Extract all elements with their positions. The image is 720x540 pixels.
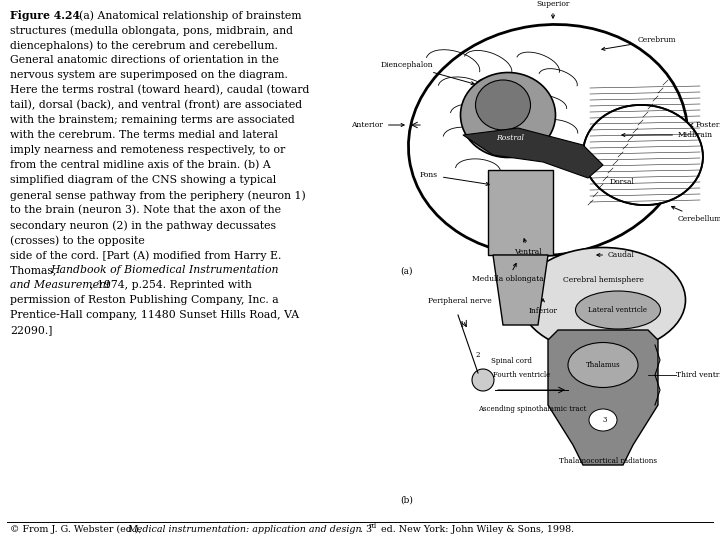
Polygon shape bbox=[493, 255, 548, 325]
Text: Spinal cord: Spinal cord bbox=[491, 357, 532, 365]
Text: nervous system are superimposed on the diagram.: nervous system are superimposed on the d… bbox=[10, 70, 288, 80]
Text: Cerebellum: Cerebellum bbox=[672, 206, 720, 223]
Text: Fourth ventricle: Fourth ventricle bbox=[493, 371, 550, 379]
Text: tail), dorsal (back), and ventral (front) are associated: tail), dorsal (back), and ventral (front… bbox=[10, 100, 302, 110]
Text: Ascending spinothalamic tract: Ascending spinothalamic tract bbox=[478, 405, 586, 413]
Text: with the brainstem; remaining terms are associated: with the brainstem; remaining terms are … bbox=[10, 115, 294, 125]
Text: Peripheral nerve: Peripheral nerve bbox=[428, 297, 492, 305]
Text: Lateral ventricle: Lateral ventricle bbox=[588, 306, 647, 314]
Text: side of the cord. [Part (A) modified from Harry E.: side of the cord. [Part (A) modified fro… bbox=[10, 250, 282, 261]
Text: . 3: . 3 bbox=[360, 525, 372, 534]
Text: imply nearness and remoteness respectively, to or: imply nearness and remoteness respective… bbox=[10, 145, 285, 155]
Text: Cerebral hemisphere: Cerebral hemisphere bbox=[562, 276, 644, 284]
Polygon shape bbox=[548, 330, 658, 465]
Text: simplified diagram of the CNS showing a typical: simplified diagram of the CNS showing a … bbox=[10, 175, 276, 185]
Text: Third ventricle: Third ventricle bbox=[676, 371, 720, 379]
Text: Rostral: Rostral bbox=[496, 134, 524, 142]
Text: Cerebrum: Cerebrum bbox=[602, 36, 677, 50]
Text: General anatomic directions of orientation in the: General anatomic directions of orientati… bbox=[10, 55, 279, 65]
Ellipse shape bbox=[589, 409, 617, 431]
Text: Superior: Superior bbox=[536, 0, 570, 18]
Ellipse shape bbox=[521, 247, 685, 353]
Text: rd: rd bbox=[369, 522, 377, 530]
Text: Inferior: Inferior bbox=[528, 299, 557, 315]
Text: Medical instrumentation: application and design: Medical instrumentation: application and… bbox=[127, 525, 361, 534]
Ellipse shape bbox=[568, 342, 638, 388]
Text: Prentice-Hall company, 11480 Sunset Hills Road, VA: Prentice-Hall company, 11480 Sunset Hill… bbox=[10, 310, 299, 320]
Text: Posterior: Posterior bbox=[690, 121, 720, 129]
Text: Here the terms rostral (toward heard), caudal (toward: Here the terms rostral (toward heard), c… bbox=[10, 85, 310, 96]
Text: Thomas,: Thomas, bbox=[10, 265, 60, 275]
Text: permission of Reston Publishing Company, Inc. a: permission of Reston Publishing Company,… bbox=[10, 295, 279, 305]
Text: Diencephalon: Diencephalon bbox=[380, 61, 474, 85]
Text: Midbrain: Midbrain bbox=[622, 131, 713, 139]
Text: secondary neuron (2) in the pathway decussates: secondary neuron (2) in the pathway decu… bbox=[10, 220, 276, 231]
Ellipse shape bbox=[408, 24, 688, 255]
Text: 22090.]: 22090.] bbox=[10, 325, 53, 335]
Text: (a) Anatomical relationship of brainstem: (a) Anatomical relationship of brainstem bbox=[72, 10, 302, 21]
Ellipse shape bbox=[461, 72, 556, 158]
Text: Ventral: Ventral bbox=[514, 239, 542, 256]
Polygon shape bbox=[488, 170, 553, 255]
Text: Pons: Pons bbox=[420, 171, 489, 185]
Text: , 1974, p.254. Reprinted with: , 1974, p.254. Reprinted with bbox=[90, 280, 252, 290]
Text: (crosses) to the opposite: (crosses) to the opposite bbox=[10, 235, 145, 246]
Text: Dorsal: Dorsal bbox=[610, 178, 635, 186]
Text: Thalamocortical radiations: Thalamocortical radiations bbox=[559, 457, 657, 465]
Text: to the brain (neuron 3). Note that the axon of the: to the brain (neuron 3). Note that the a… bbox=[10, 205, 281, 215]
Text: structures (medulla oblongata, pons, midbrain, and: structures (medulla oblongata, pons, mid… bbox=[10, 25, 293, 36]
Ellipse shape bbox=[583, 105, 703, 205]
Text: ed. New York: John Wiley & Sons, 1998.: ed. New York: John Wiley & Sons, 1998. bbox=[378, 525, 574, 534]
Text: from the central midline axis of the brain. (b) A: from the central midline axis of the bra… bbox=[10, 160, 271, 170]
Text: general sense pathway from the periphery (neuron 1): general sense pathway from the periphery… bbox=[10, 190, 306, 200]
Text: Figure 4.24: Figure 4.24 bbox=[10, 10, 80, 21]
Text: © From J. G. Webster (ed.),: © From J. G. Webster (ed.), bbox=[10, 525, 145, 534]
Text: and Measurement: and Measurement bbox=[10, 280, 110, 290]
Text: Caudal: Caudal bbox=[597, 251, 635, 259]
Polygon shape bbox=[463, 128, 603, 178]
Text: Handbook of Biomedical Instrumentation: Handbook of Biomedical Instrumentation bbox=[50, 265, 279, 275]
Text: 2: 2 bbox=[476, 351, 480, 359]
Text: Medulla oblongata: Medulla oblongata bbox=[472, 264, 544, 283]
Ellipse shape bbox=[475, 80, 531, 130]
Text: (b): (b) bbox=[400, 496, 413, 505]
Ellipse shape bbox=[575, 291, 660, 329]
Text: (a): (a) bbox=[400, 267, 413, 276]
Text: 3: 3 bbox=[603, 416, 607, 424]
Text: 1: 1 bbox=[459, 321, 463, 329]
Text: diencephalons) to the cerebrum and cerebellum.: diencephalons) to the cerebrum and cereb… bbox=[10, 40, 278, 51]
Text: with the cerebrum. The terms medial and lateral: with the cerebrum. The terms medial and … bbox=[10, 130, 278, 140]
Ellipse shape bbox=[472, 369, 494, 391]
Text: Anterior: Anterior bbox=[351, 121, 404, 129]
Text: Thalamus: Thalamus bbox=[585, 361, 621, 369]
